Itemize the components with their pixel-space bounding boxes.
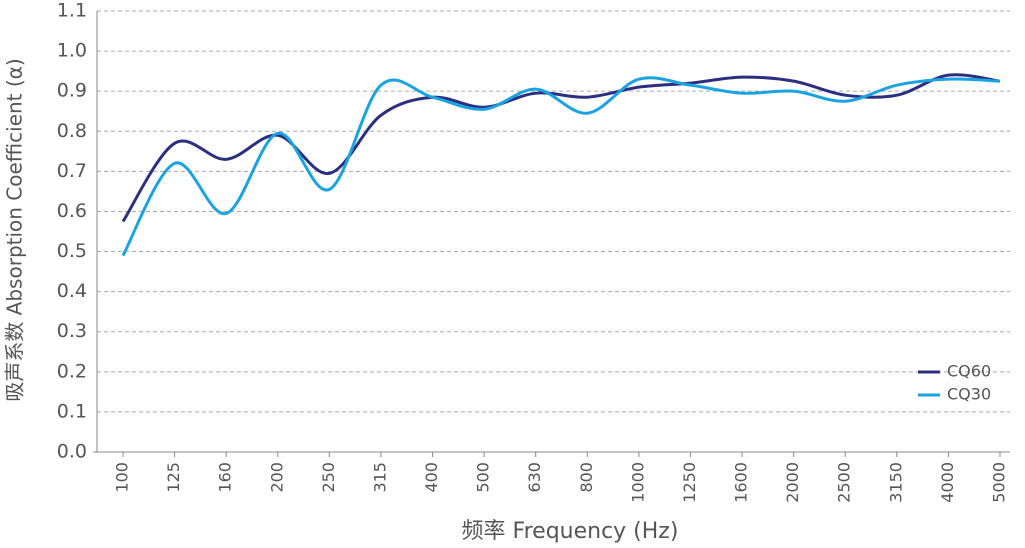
x-tick-label: 3150: [886, 462, 905, 503]
x-tick-label: 1000: [628, 462, 647, 503]
x-tick-label: 630: [525, 462, 544, 493]
y-tick-label: 0.5: [57, 240, 87, 262]
y-tick-label: 0.6: [57, 200, 87, 222]
y-tick-label: 0.9: [57, 80, 87, 102]
x-tick-label: 2500: [835, 462, 854, 503]
line-series: [121, 73, 1001, 223]
x-tick-label: 315: [370, 462, 389, 493]
x-tick-label: 5000: [990, 462, 1009, 503]
y-tick-label: 0.4: [57, 280, 87, 302]
y-tick-label: 0.7: [57, 160, 87, 182]
y-tick-label: 1.1: [57, 0, 87, 22]
x-tick-label: 800: [577, 462, 596, 493]
y-tick-label: 0.0: [57, 441, 87, 463]
y-tick-label: 1.0: [57, 40, 87, 62]
x-tick-label: 1250: [680, 462, 699, 503]
y-tick-label: 0.1: [57, 400, 87, 422]
x-tick-label: 4000: [938, 462, 957, 503]
x-tick-label: 100: [113, 462, 132, 493]
y-axis-label: 吸声系数 Absorption Coefficient (α): [3, 58, 27, 401]
legend-label: CQ60: [947, 362, 991, 381]
x-tick-label: 1600: [732, 462, 751, 503]
x-tick-label: 500: [474, 462, 493, 493]
y-tick-label: 0.3: [57, 320, 87, 342]
line-series: [121, 76, 1001, 257]
x-tick-label: 250: [319, 462, 338, 493]
x-tick-label: 160: [216, 462, 235, 493]
x-tick-label: 400: [422, 462, 441, 493]
x-tick-label: 2000: [783, 462, 802, 503]
x-tick-label: 125: [164, 462, 183, 493]
y-tick-label: 0.2: [57, 360, 87, 382]
x-tick-label: 200: [267, 462, 286, 493]
x-axis-label: 频率 Frequency (Hz): [462, 519, 679, 544]
y-tick-label: 0.8: [57, 120, 87, 142]
legend-label: CQ30: [947, 385, 991, 404]
